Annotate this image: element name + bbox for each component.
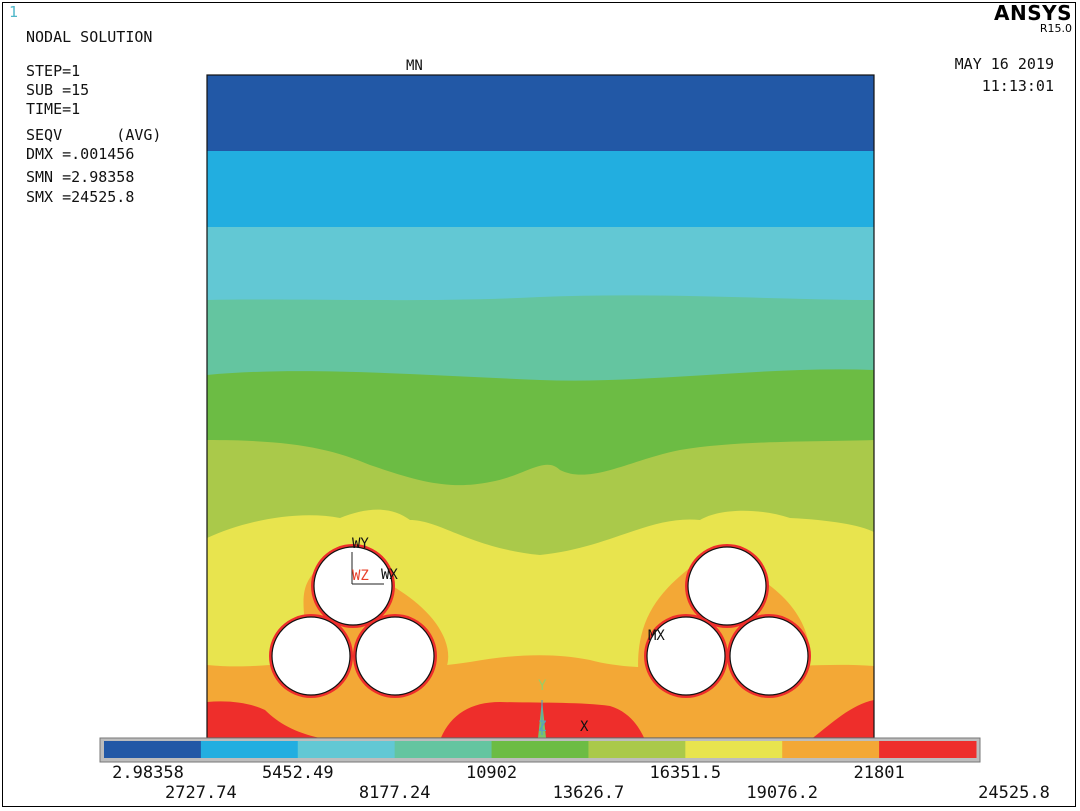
conductor-hole-1 [313, 546, 393, 626]
wp-y-label: WY [352, 536, 369, 552]
max-marker: MX [648, 628, 665, 644]
conductor-hole-2 [271, 616, 351, 696]
smn-label: SMN =2.98358 [26, 168, 135, 186]
legend-tick-8: 19076.2 [746, 783, 819, 803]
conductor-hole-3 [355, 616, 435, 696]
legend-tick-4: 8177.24 [358, 783, 431, 803]
legend-swatch-9 [879, 741, 977, 758]
brand-name: ANSYS [993, 1, 1072, 25]
conductor-hole-6 [729, 616, 809, 696]
global-x-label: X [580, 719, 589, 735]
legend-swatch-5 [491, 741, 589, 758]
clock-label: 11:13:01 [981, 77, 1054, 95]
contour-band-9a [207, 701, 320, 738]
legend-tick-9: 21801 [853, 763, 905, 783]
date-label: MAY 16 2019 [954, 55, 1054, 73]
legend-tick-3: 5452.49 [261, 763, 334, 783]
global-y-label: Y [538, 678, 547, 694]
conductor-hole-5 [646, 616, 726, 696]
smx-label: SMX =24525.8 [26, 188, 135, 206]
brand-version: R15.0 [1039, 22, 1072, 35]
legend-swatch-1 [104, 741, 202, 758]
legend-tick-7: 16351.5 [649, 763, 722, 783]
conductor-hole-4 [687, 546, 767, 626]
time-label: TIME=1 [26, 100, 81, 118]
result-item-label: SEQV (AVG) [26, 126, 162, 144]
brand-logo: ANSYS R15.0 [994, 3, 1072, 35]
legend-swatch-2 [200, 741, 299, 758]
step-label: STEP=1 [26, 62, 81, 80]
wp-x-label: WX [381, 567, 398, 583]
dmx-label: DMX =.001456 [26, 145, 135, 163]
legend-tick-10: 24525.8 [978, 783, 1050, 803]
legend-tick-2: 2727.74 [165, 783, 237, 803]
substep-label: SUB =15 [26, 81, 90, 99]
wp-z-label: WZ [352, 568, 369, 584]
contour-band-9c [812, 700, 874, 738]
legend-tick-1: 2.98358 [112, 763, 184, 783]
contour-legend [104, 741, 977, 758]
min-marker: MN [406, 58, 423, 74]
legend-swatch-4 [394, 741, 493, 758]
legend-swatch-7 [685, 741, 783, 758]
solution-title: NODAL SOLUTION [26, 28, 153, 46]
legend-tick-6: 13626.7 [552, 783, 625, 803]
global-z-label: Z [538, 719, 546, 735]
legend-swatch-6 [588, 741, 686, 758]
conductor-holes [269, 544, 811, 698]
legend-swatch-8 [782, 741, 880, 758]
window-number: 1 [9, 3, 19, 21]
legend-tick-5: 10902 [465, 763, 518, 783]
legend-swatch-3 [297, 741, 396, 758]
